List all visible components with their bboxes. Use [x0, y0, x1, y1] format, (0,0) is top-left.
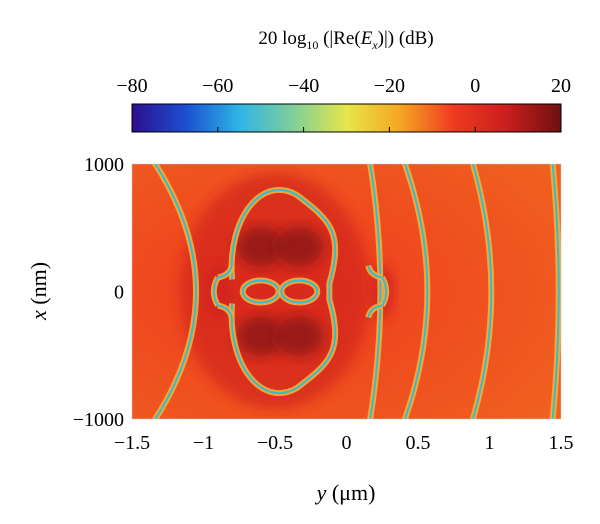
colorbar-scale [131, 103, 562, 133]
y-tick-label: −1000 [73, 409, 124, 431]
chart-title: 20 log10 (|Re(Ex)|) (dB) [258, 28, 433, 52]
x-axis-ticks: −1.5 −1 −0.5 0 0.5 1 1.5 [114, 432, 574, 454]
hook-contour [217, 304, 233, 318]
nodal-arc [369, 164, 382, 419]
hook-contour [217, 265, 233, 279]
x-axis-label: y (μm) [315, 480, 376, 505]
dark-lobe [275, 226, 324, 267]
colorbar-tick-label: −80 [116, 75, 147, 97]
colorbar-tick-label: 0 [470, 75, 480, 97]
y-tick-label: 1000 [84, 154, 124, 176]
nodal-arc [471, 164, 493, 419]
hook-contour [212, 277, 219, 306]
hook-contour [367, 265, 383, 279]
dark-lobe [236, 316, 285, 357]
colorbar-tick-label: −60 [202, 75, 233, 97]
central-lobe [180, 173, 370, 409]
x-tick-label: −1.5 [114, 432, 150, 454]
x-tick-label: −1 [193, 432, 214, 454]
plot-frame [131, 163, 562, 420]
dark-lobe [236, 226, 285, 267]
nodal-arc [551, 164, 560, 419]
dark-lobe [275, 316, 324, 357]
nodal-arcs [151, 164, 561, 419]
x-tick-label: 0.5 [406, 432, 431, 454]
x-tick-label: −0.5 [257, 432, 293, 454]
plot-area [132, 164, 561, 419]
colorbar-tick-label: 20 [551, 75, 571, 97]
hook-contour [367, 304, 383, 318]
hook-contour [381, 277, 388, 306]
inner-contours [210, 186, 390, 397]
y-axis-label: x (nm) [26, 262, 51, 321]
y-tick-label: 0 [114, 282, 124, 304]
colorbar-tick-label: −20 [374, 75, 405, 97]
dipole-loop [280, 279, 319, 304]
colorbar: −80 −60 −40 −20 0 20 [116, 75, 571, 133]
colorbar-ticks: −80 −60 −40 −20 0 20 [116, 75, 571, 132]
x-tick-label: 1.5 [549, 432, 574, 454]
nodal-arc [154, 164, 198, 419]
central-loop [230, 188, 337, 395]
x-tick-label: 0 [342, 432, 352, 454]
x-tick-label: 1 [485, 432, 495, 454]
y-axis-ticks: 1000 0 −1000 [73, 154, 124, 431]
colorbar-tick-label: −40 [288, 75, 319, 97]
nodal-arc [403, 164, 429, 419]
